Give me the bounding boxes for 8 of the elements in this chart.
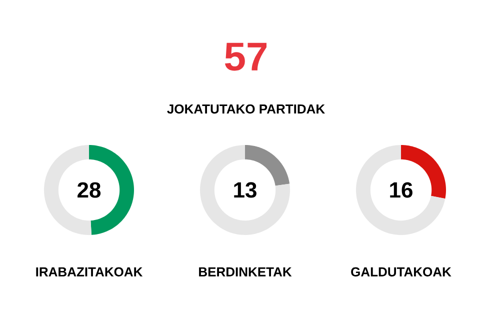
data-label: 16: [390, 182, 412, 198]
text: JOKATUTAKO PARTIDAK: [167, 104, 325, 114]
text: IRABAZITAKOAK: [36, 267, 143, 276]
text: 57: [224, 42, 266, 71]
text: GALDUTAKOAK: [351, 267, 452, 276]
data-label: 28: [78, 182, 101, 198]
data-label: 13: [234, 182, 256, 198]
text: BERDINKETAK: [199, 267, 292, 276]
